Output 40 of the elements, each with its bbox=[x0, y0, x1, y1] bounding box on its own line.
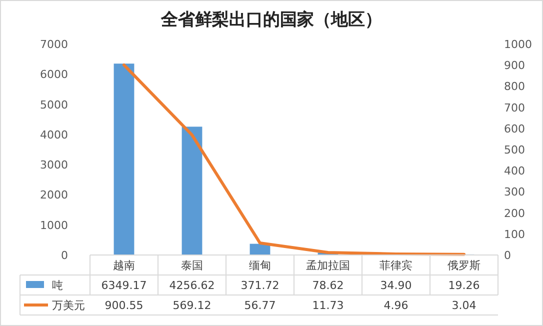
y-tick-label: 4000 bbox=[40, 128, 68, 142]
data-label: 34.90 bbox=[380, 279, 412, 292]
y2-tick-label: 800 bbox=[504, 80, 525, 94]
x-tick-label: 菲律宾 bbox=[380, 259, 412, 272]
y-tick-label: 2000 bbox=[40, 188, 68, 202]
data-label: 569.12 bbox=[172, 299, 212, 312]
y2-tick-label: 300 bbox=[504, 186, 525, 199]
x-tick-label: 孟加拉国 bbox=[306, 259, 350, 272]
y2-tick-label: 600 bbox=[504, 122, 525, 136]
y-tick-label: 0 bbox=[61, 249, 68, 262]
data-label: 56.77 bbox=[244, 299, 276, 312]
y-tick-label: 6000 bbox=[40, 68, 68, 82]
x-tick-label: 俄罗斯 bbox=[448, 259, 480, 272]
data-label: 78.62 bbox=[312, 279, 344, 292]
y-tick-label: 1000 bbox=[40, 218, 68, 232]
y2-tick-label: 1000 bbox=[504, 38, 532, 51]
x-tick-label: 缅甸 bbox=[249, 259, 271, 272]
legend-label: 吨 bbox=[52, 279, 63, 292]
y-tick-label: 7000 bbox=[40, 38, 68, 51]
y2-tick-label: 500 bbox=[504, 144, 525, 156]
x-tick-label: 泰国 bbox=[181, 259, 203, 272]
data-label: 4.96 bbox=[384, 299, 408, 312]
data-label: 3.04 bbox=[452, 299, 476, 312]
y2-tick-label: 900 bbox=[504, 59, 525, 72]
data-label: 6349.17 bbox=[101, 279, 147, 292]
legend-label: 万美元 bbox=[52, 299, 85, 312]
data-label: 900.55 bbox=[104, 299, 144, 312]
data-label: 19.26 bbox=[448, 279, 480, 292]
data-label: 11.73 bbox=[312, 299, 344, 312]
y2-tick-label: 200 bbox=[504, 206, 525, 220]
data-label: 371.72 bbox=[240, 279, 280, 292]
y-tick-label: 5000 bbox=[40, 98, 68, 112]
y2-tick-label: 700 bbox=[504, 101, 525, 114]
y2-tick-label: 100 bbox=[504, 228, 525, 241]
y2-tick-label: 400 bbox=[504, 164, 525, 178]
y2-tick-label: 0 bbox=[504, 249, 511, 262]
x-tick-label: 越南 bbox=[113, 259, 135, 272]
y-tick-label: 3000 bbox=[40, 158, 68, 172]
data-label: 4256.62 bbox=[169, 279, 215, 292]
chart-title: 全省鲜梨出口的国家（地区） bbox=[160, 10, 382, 30]
